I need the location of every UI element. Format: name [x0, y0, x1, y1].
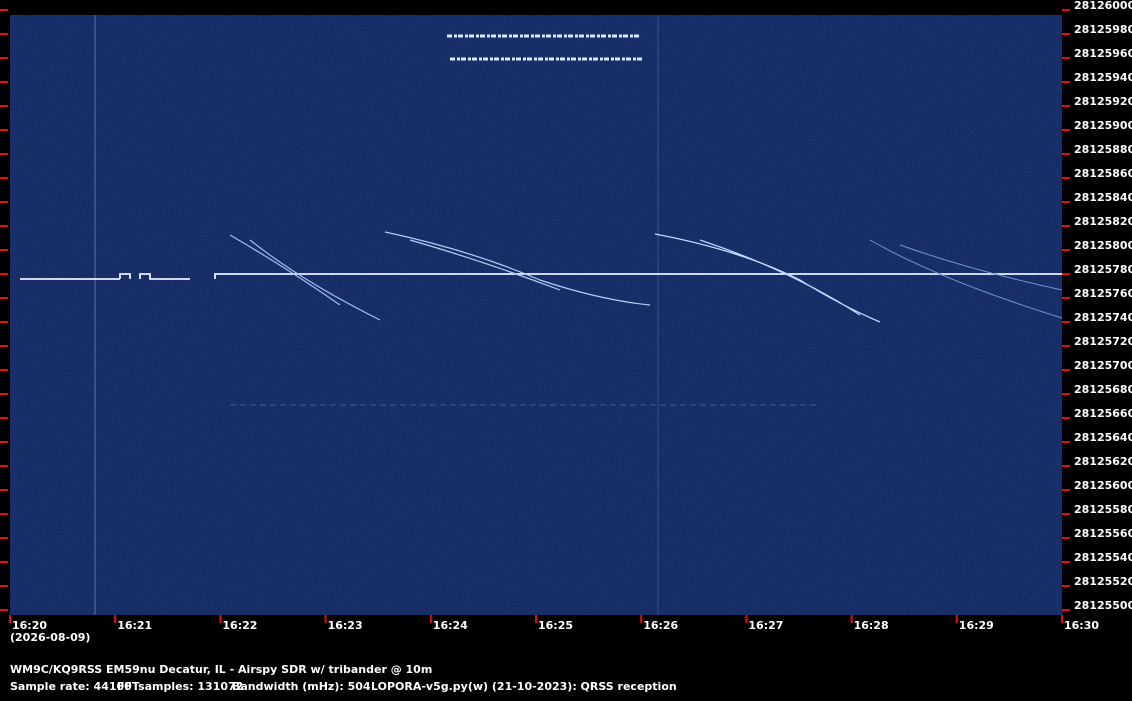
x-tick-label: 16:20	[12, 619, 47, 632]
x-tick-label: 16:29	[959, 619, 994, 632]
y-tick-label: 28125640	[1074, 431, 1132, 444]
y-tick-label: 28125800	[1074, 239, 1132, 252]
x-tick-label: 16:27	[748, 619, 783, 632]
footer-info: LOPORA-v5g.py(w) (21-10-2023): QRSS rece…	[371, 680, 677, 693]
y-tick-label: 28125600	[1074, 479, 1132, 492]
y-tick-label: 28125900	[1074, 119, 1132, 132]
y-tick-label: 28125960	[1074, 47, 1132, 60]
y-tick-label: 28125940	[1074, 71, 1132, 84]
x-tick-label: 16:25	[538, 619, 573, 632]
y-tick-label: 28125980	[1074, 23, 1132, 36]
footer-info: Sample rate: 44100	[10, 680, 132, 693]
date-label: (2026-08-09)	[10, 631, 90, 644]
y-tick-label: 28125840	[1074, 191, 1132, 204]
y-tick-label: 28125760	[1074, 287, 1132, 300]
y-tick-label: 28125820	[1074, 215, 1132, 228]
y-tick-label: 28125740	[1074, 311, 1132, 324]
y-tick-label: 28125580	[1074, 503, 1132, 516]
y-tick-label: 28125720	[1074, 335, 1132, 348]
y-tick-label: 28125860	[1074, 167, 1132, 180]
x-tick-label: 16:21	[117, 619, 152, 632]
y-tick-label: 28126000	[1074, 0, 1132, 12]
y-tick-label: 28125700	[1074, 359, 1132, 372]
y-tick-label: 28125560	[1074, 527, 1132, 540]
x-tick-label: 16:24	[433, 619, 468, 632]
x-tick-label: 16:22	[222, 619, 257, 632]
y-tick-label: 28125920	[1074, 95, 1132, 108]
y-tick-label: 28125620	[1074, 455, 1132, 468]
x-tick-label: 16:30	[1064, 619, 1099, 632]
x-tick-label: 16:23	[328, 619, 363, 632]
footer-title: WM9C/KQ9RSS EM59nu Decatur, IL - Airspy …	[10, 663, 432, 676]
footer-info: FFTsamples: 131072	[117, 680, 243, 693]
y-tick-label: 28125520	[1074, 575, 1132, 588]
x-tick-label: 16:26	[643, 619, 678, 632]
footer-info: Bandwidth (mHz): 504	[232, 680, 371, 693]
y-tick-label: 28125680	[1074, 383, 1132, 396]
y-tick-label: 28125660	[1074, 407, 1132, 420]
y-tick-label: 28125780	[1074, 263, 1132, 276]
signal-traces	[20, 15, 1063, 615]
y-tick-label: 28125500	[1074, 599, 1132, 612]
x-tick-label: 16:28	[854, 619, 889, 632]
y-tick-label: 28125540	[1074, 551, 1132, 564]
y-tick-label: 28125880	[1074, 143, 1132, 156]
noise	[10, 15, 1062, 615]
